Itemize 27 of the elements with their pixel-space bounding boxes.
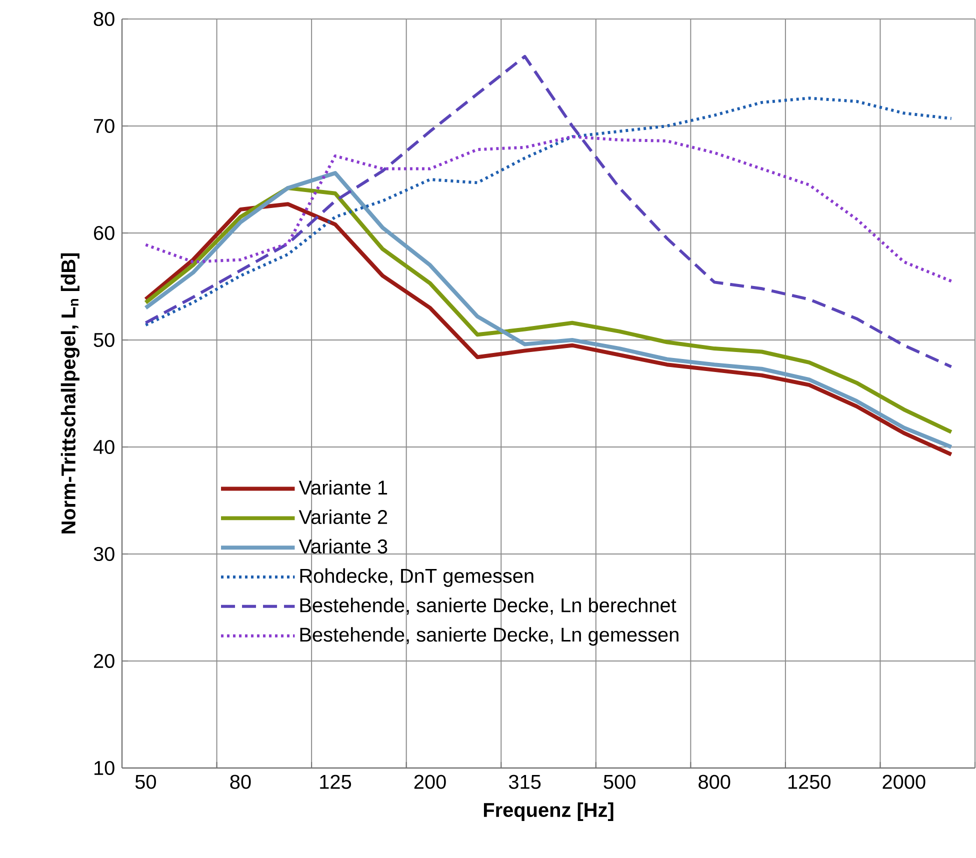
line-series xyxy=(144,96,953,326)
x-tick-label: 200 xyxy=(414,774,446,789)
legend-label: Bestehende, sanierte Decke, Ln gemessen xyxy=(300,627,678,646)
x-tick-label: 500 xyxy=(604,774,636,789)
x-tick-label: 2000 xyxy=(882,774,926,789)
y-axis-title: Norm-Trittschallpegel, L$_{n}$ [dB] xyxy=(60,253,80,534)
x-axis-title: Frequenz [Hz] xyxy=(484,802,614,821)
x-tick-label: 80 xyxy=(230,774,251,789)
y-tick-label: 80 xyxy=(94,12,114,26)
legend-label: Variante 2 xyxy=(298,509,388,524)
x-tick-label: 1250 xyxy=(788,774,831,789)
y-tick-label: 60 xyxy=(94,226,114,240)
x-tick-label: 50 xyxy=(135,774,156,789)
line-series xyxy=(144,135,953,283)
legend-label: Rohdecke, DnT gemessen xyxy=(300,568,534,587)
legend-label: Variante 3 xyxy=(298,538,388,554)
y-tick-label: 20 xyxy=(94,654,114,668)
x-tick-label: 315 xyxy=(508,774,541,789)
legend-label: Bestehende, sanierte Decke, Ln berechnet xyxy=(300,598,676,615)
x-tick-label: 800 xyxy=(698,774,730,789)
y-tick-label: 70 xyxy=(94,118,114,134)
y-tick-label: 30 xyxy=(94,546,114,562)
y-tick-label: 50 xyxy=(94,332,114,348)
y-tick-label: 10 xyxy=(94,760,114,776)
y-tick-label: 40 xyxy=(93,440,114,454)
x-tick-label: 125 xyxy=(320,774,352,789)
legend-label: Variante 1 xyxy=(298,480,388,495)
